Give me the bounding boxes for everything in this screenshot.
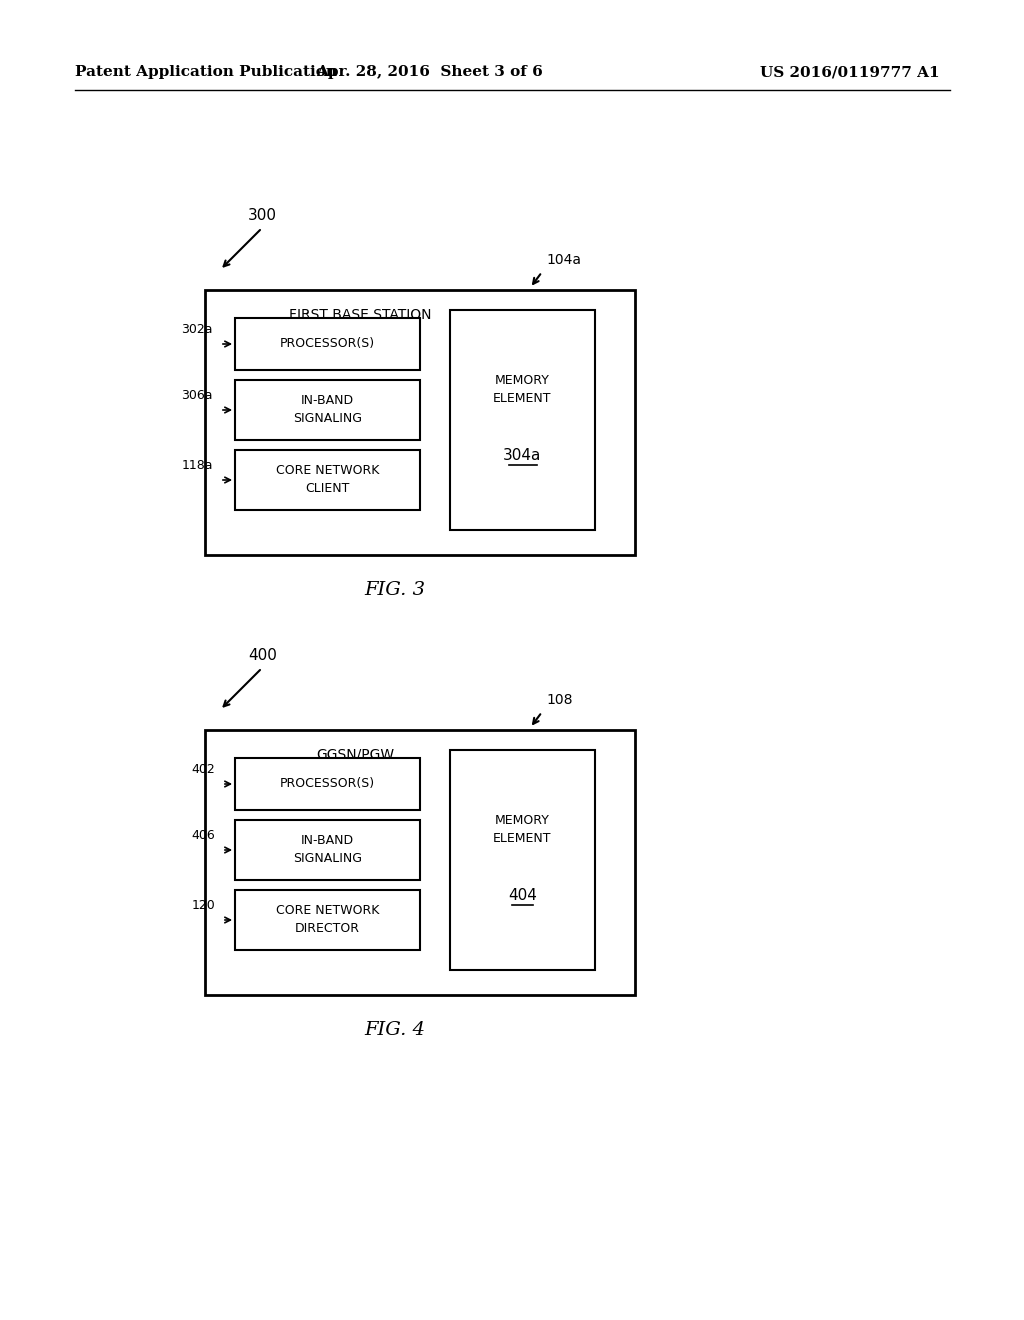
Bar <box>234 758 420 810</box>
Text: 108: 108 <box>546 693 572 708</box>
Text: 302a: 302a <box>181 323 213 337</box>
Text: 120: 120 <box>191 899 215 912</box>
Text: MEMORY
ELEMENT: MEMORY ELEMENT <box>494 814 552 846</box>
Text: FIG. 3: FIG. 3 <box>365 581 426 599</box>
Bar <box>234 890 420 950</box>
Text: GGSN/PGW: GGSN/PGW <box>316 748 394 762</box>
Text: 404: 404 <box>508 887 537 903</box>
Text: FIG. 4: FIG. 4 <box>365 1020 426 1039</box>
Text: 304a: 304a <box>504 447 542 462</box>
Bar <box>205 730 635 995</box>
Text: Patent Application Publication: Patent Application Publication <box>75 65 337 79</box>
Text: IN-BAND
SIGNALING: IN-BAND SIGNALING <box>293 834 362 866</box>
Text: Apr. 28, 2016  Sheet 3 of 6: Apr. 28, 2016 Sheet 3 of 6 <box>316 65 544 79</box>
Bar <box>450 750 595 970</box>
Bar <box>234 380 420 440</box>
Bar <box>234 820 420 880</box>
Text: 306a: 306a <box>181 389 213 403</box>
Text: CORE NETWORK
DIRECTOR: CORE NETWORK DIRECTOR <box>275 904 379 936</box>
Text: 104a: 104a <box>546 253 581 267</box>
Text: CORE NETWORK
CLIENT: CORE NETWORK CLIENT <box>275 465 379 495</box>
Text: PROCESSOR(S): PROCESSOR(S) <box>280 338 375 351</box>
Text: US 2016/0119777 A1: US 2016/0119777 A1 <box>760 65 940 79</box>
Text: 118a: 118a <box>181 459 213 473</box>
Bar <box>234 450 420 510</box>
Text: PROCESSOR(S): PROCESSOR(S) <box>280 777 375 791</box>
Text: 300: 300 <box>248 207 278 223</box>
Text: 406: 406 <box>191 829 215 842</box>
Text: IN-BAND
SIGNALING: IN-BAND SIGNALING <box>293 395 362 425</box>
Text: 400: 400 <box>248 648 276 663</box>
Bar <box>205 290 635 554</box>
Text: FIRST BASE STATION: FIRST BASE STATION <box>289 308 431 322</box>
Bar <box>234 318 420 370</box>
Bar <box>450 310 595 531</box>
Text: MEMORY
ELEMENT: MEMORY ELEMENT <box>494 375 552 405</box>
Text: 402: 402 <box>191 763 215 776</box>
